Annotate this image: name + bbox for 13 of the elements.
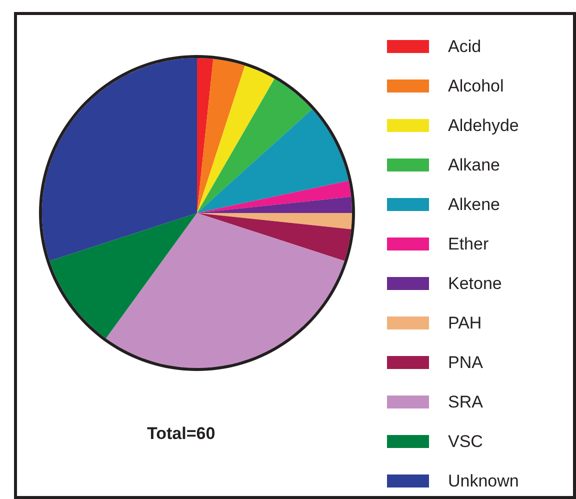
legend-label: Aldehyde (448, 116, 519, 135)
legend-label: VSC (448, 432, 483, 451)
legend-label: Alkane (448, 156, 500, 174)
legend-label: PNA (448, 353, 484, 372)
legend-label: Unknown (448, 472, 519, 490)
legend-label: SRA (448, 392, 484, 412)
legend-label: Alcohol (448, 76, 504, 96)
legend-label: Alkene (448, 195, 500, 214)
legend-label: Ketone (448, 274, 502, 293)
text: Total=60 (147, 424, 216, 443)
legend-label: Ether (448, 234, 489, 254)
legend-label: PAH (448, 314, 482, 332)
legend-label: Acid (448, 37, 482, 56)
